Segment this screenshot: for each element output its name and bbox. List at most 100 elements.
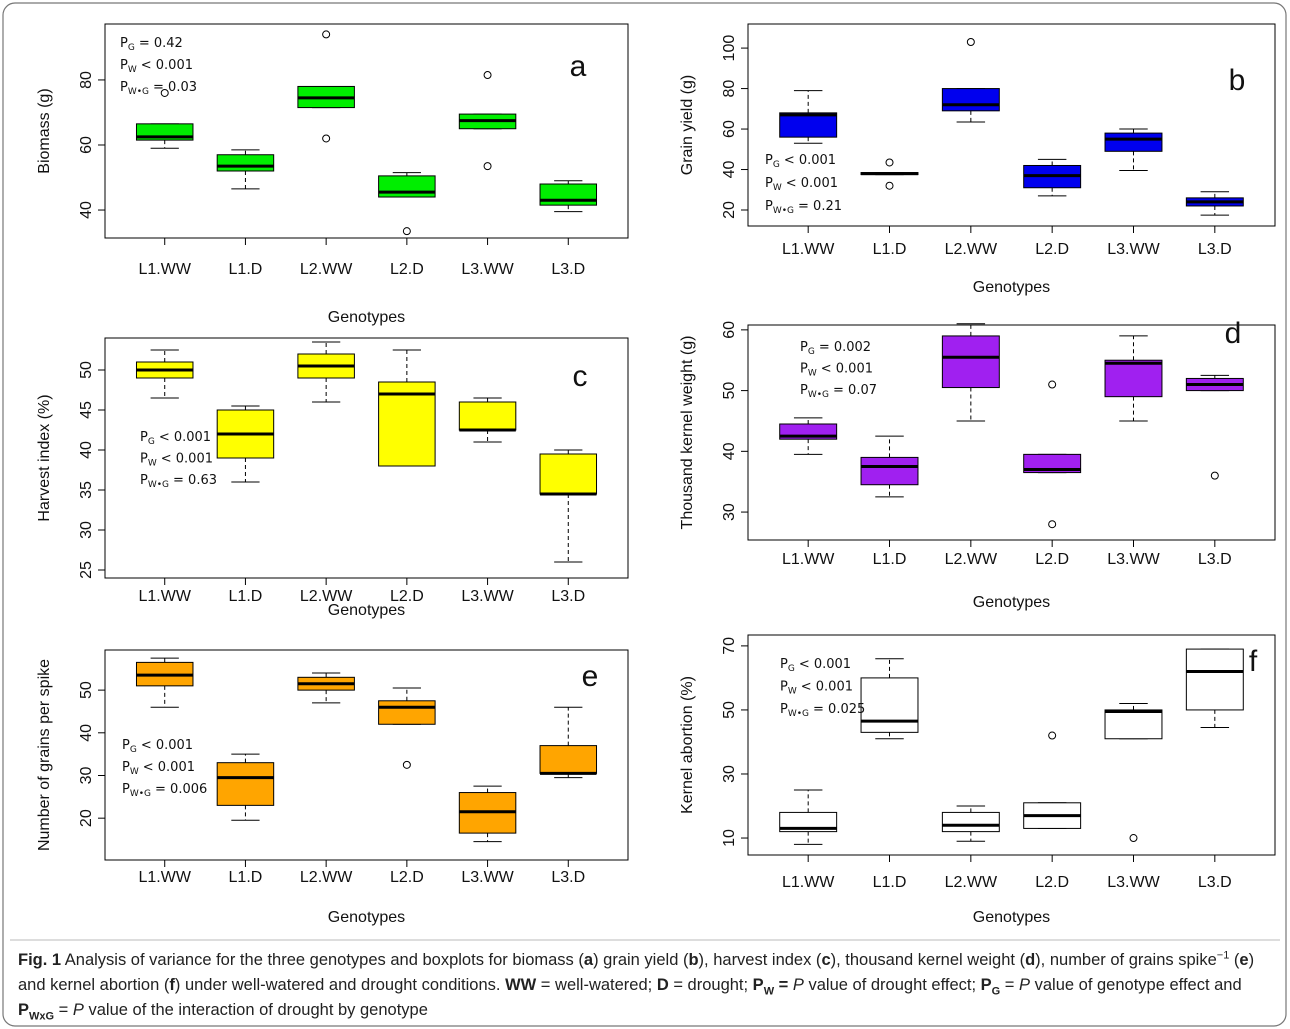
- p-text: = 0.21: [798, 199, 842, 214]
- p-text: < 0.001: [821, 361, 873, 376]
- panel-label: a: [570, 50, 587, 83]
- panel-label: e: [582, 660, 599, 693]
- outlier: [885, 181, 894, 190]
- y-tick-label: 30: [721, 503, 738, 521]
- box: [941, 88, 1000, 112]
- p-text: < 0.001: [161, 451, 213, 466]
- y-tick-label: 40: [78, 724, 95, 742]
- p-value-annotation: PW•G = 0.07: [800, 383, 877, 400]
- x-tick-label: L1.WW: [782, 241, 835, 258]
- y-axis-title: Harvest index (%): [36, 394, 53, 521]
- panel-label: c: [573, 360, 588, 393]
- p-text: < 0.001: [141, 58, 193, 73]
- caption-run: P: [792, 976, 804, 994]
- y-tick-label: 80: [721, 80, 738, 98]
- p-value-annotation: PW < 0.001: [765, 176, 838, 193]
- caption-run: = well-watered;: [536, 976, 657, 994]
- p-value-annotation: PW•G = 0.025: [780, 702, 865, 719]
- p-text: < 0.001: [141, 738, 193, 753]
- caption-run: value of drought effect;: [803, 976, 981, 994]
- p-value-annotation: PW < 0.001: [780, 679, 853, 696]
- p-text: = 0.025: [813, 702, 865, 717]
- x-tick-label: L3.D: [1198, 241, 1232, 258]
- caption-run: G: [991, 985, 1001, 998]
- box: [378, 381, 436, 467]
- p-value-annotation: PW < 0.001: [122, 760, 195, 777]
- y-tick-label: 60: [721, 321, 738, 339]
- x-tick-label: L1.WW: [782, 874, 835, 891]
- x-tick-label: L1.D: [873, 241, 907, 258]
- x-tick-label: L2.D: [390, 261, 424, 278]
- p-value-annotation: PG < 0.001: [780, 657, 851, 674]
- box: [458, 401, 517, 431]
- x-tick-label: L3.WW: [461, 261, 514, 278]
- outlier: [1048, 380, 1057, 389]
- caption-run: W: [763, 985, 775, 998]
- p-subscript: G: [788, 664, 795, 674]
- box: [941, 335, 1000, 389]
- p-symbol: P: [122, 738, 130, 753]
- x-tick-label: L2.D: [390, 869, 424, 886]
- outlier: [1129, 834, 1138, 843]
- p-symbol: P: [120, 80, 128, 95]
- p-symbol: P: [780, 702, 788, 717]
- x-tick-label: L1.WW: [782, 551, 835, 568]
- p-symbol: P: [765, 153, 773, 168]
- p-subscript: W: [773, 183, 782, 193]
- panel-label: f: [1249, 645, 1258, 678]
- p-value-annotation: PW•G = 0.03: [120, 80, 197, 97]
- y-tick-label: 40: [721, 161, 738, 179]
- x-axis-title: Genotypes: [973, 279, 1050, 296]
- caption-run: b: [688, 951, 699, 969]
- outlier: [966, 38, 975, 47]
- caption-run: P: [18, 1001, 30, 1019]
- x-axis-title: Genotypes: [973, 909, 1050, 926]
- caption-run: f: [169, 976, 175, 994]
- outlier: [160, 88, 169, 97]
- p-value-annotation: PG = 0.42: [120, 36, 183, 53]
- caption-run: P: [72, 1001, 84, 1019]
- x-tick-label: L2.WW: [945, 551, 998, 568]
- y-tick-label: 35: [78, 481, 95, 499]
- y-tick-label: 40: [78, 201, 95, 219]
- box: [779, 112, 838, 138]
- p-symbol: P: [120, 36, 128, 51]
- p-text: < 0.001: [143, 760, 195, 775]
- y-tick-label: 30: [721, 765, 738, 783]
- box: [539, 183, 598, 206]
- y-tick-label: 60: [721, 120, 738, 138]
- p-text: < 0.001: [786, 176, 838, 191]
- y-tick-label: 30: [78, 766, 95, 784]
- p-subscript: W•G: [130, 789, 151, 799]
- x-tick-label: L3.D: [551, 261, 585, 278]
- caption-run: =: [54, 1001, 73, 1019]
- x-axis-title: Genotypes: [973, 594, 1050, 611]
- p-value-annotation: PG < 0.001: [765, 153, 836, 170]
- caption-run: c: [821, 951, 831, 969]
- y-tick-label: 60: [78, 136, 95, 154]
- caption: Fig. 1 Analysis of variance for the thre…: [18, 948, 1273, 1023]
- caption-run: Fig. 1: [18, 951, 62, 969]
- x-tick-label: L1.D: [229, 869, 263, 886]
- x-tick-label: L2.WW: [300, 261, 353, 278]
- panel-label: b: [1229, 64, 1246, 97]
- caption-run: ) and kernel abortion (: [18, 951, 1255, 994]
- x-tick-label: L1.WW: [138, 261, 191, 278]
- p-subscript: W: [130, 767, 139, 777]
- box: [1023, 453, 1082, 474]
- p-text: = 0.002: [819, 340, 871, 355]
- caption-run: a: [583, 951, 594, 969]
- x-tick-label: L3.WW: [1107, 241, 1160, 258]
- outlier: [885, 158, 894, 167]
- x-tick-label: L2.D: [1035, 241, 1069, 258]
- caption-run: P: [1019, 976, 1031, 994]
- p-symbol: P: [140, 451, 148, 466]
- y-tick-label: 50: [78, 361, 95, 379]
- p-text: = 0.07: [833, 383, 877, 398]
- box: [539, 745, 598, 774]
- y-tick-label: 50: [78, 681, 95, 699]
- box: [779, 811, 838, 833]
- x-tick-label: L3.WW: [461, 588, 514, 605]
- x-axis-title: Genotypes: [328, 909, 405, 926]
